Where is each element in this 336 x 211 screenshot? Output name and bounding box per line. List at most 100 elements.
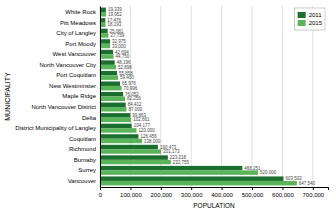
y-tick-label: Richmond bbox=[69, 146, 96, 152]
bar bbox=[100, 75, 118, 79]
data-label: 19,952 bbox=[108, 12, 122, 17]
data-label: 120,000 bbox=[138, 128, 155, 133]
x-tick: 100,000 bbox=[120, 187, 142, 198]
bar bbox=[100, 160, 171, 164]
bar bbox=[100, 128, 136, 132]
grid-line bbox=[312, 6, 313, 187]
y-tick-label: North Vancouver City bbox=[39, 62, 96, 68]
bar bbox=[100, 181, 297, 185]
y-tick-label: Maple Ridge bbox=[62, 93, 96, 99]
bar bbox=[100, 103, 126, 107]
y-tick: City of Langley bbox=[56, 30, 96, 36]
bar bbox=[100, 166, 242, 170]
data-label: 232,755 bbox=[173, 160, 190, 165]
x-tick: 300,000 bbox=[181, 187, 203, 198]
y-tick: Richmond bbox=[69, 146, 96, 152]
y-tick-label: Delta bbox=[82, 115, 97, 121]
x-tick: 600,000 bbox=[272, 187, 294, 198]
y-tick-label: Pitt Meadows bbox=[60, 20, 96, 26]
y-tick: Burnaby bbox=[74, 157, 96, 163]
x-tick: 200,000 bbox=[150, 187, 172, 198]
x-tick: 400,000 bbox=[211, 187, 233, 198]
y-tick: North Vancouver City bbox=[39, 62, 96, 68]
bar bbox=[100, 145, 158, 149]
bar bbox=[100, 29, 108, 33]
x-tick-label: 400,000 bbox=[211, 192, 233, 198]
chart: 0 100,000 200,000 300,000 400,000 500,000 600,… bbox=[0, 0, 336, 211]
y-tick: White Rock bbox=[65, 9, 97, 15]
bar bbox=[100, 155, 168, 159]
x-tick-label: 600,000 bbox=[272, 192, 294, 198]
data-labels: 603,502468,251223,218190,473126,456104,1… bbox=[107, 7, 315, 185]
bar-series bbox=[100, 12, 297, 185]
x-tick-label: 300,000 bbox=[181, 192, 203, 198]
y-tick-label: Burnaby bbox=[74, 157, 96, 163]
x-tick-label: 100,000 bbox=[120, 192, 142, 198]
bar bbox=[100, 176, 283, 180]
bar bbox=[100, 113, 130, 117]
grid-line bbox=[252, 6, 253, 187]
legend-box bbox=[295, 8, 325, 30]
y-tick-label: New Westminster bbox=[49, 83, 96, 89]
data-label: 44,750 bbox=[116, 54, 130, 59]
x-tick-mark bbox=[282, 187, 283, 190]
bar bbox=[100, 65, 116, 69]
x-tick-mark bbox=[222, 187, 223, 190]
plot: 0 100,000 200,000 300,000 400,000 500,000 600,… bbox=[15, 6, 328, 198]
bar bbox=[100, 92, 123, 96]
grid-line bbox=[191, 6, 192, 187]
legend-swatch bbox=[298, 20, 306, 26]
x-tick-label: 0 bbox=[99, 192, 103, 198]
data-label: 87,000 bbox=[128, 107, 142, 112]
y-tick-label: City of Langley bbox=[56, 30, 96, 36]
bar bbox=[100, 124, 132, 128]
y-tick: Surrey bbox=[78, 167, 96, 173]
data-label: 70,996 bbox=[124, 86, 138, 91]
bar-series bbox=[100, 8, 283, 181]
data-label: 138,000 bbox=[144, 139, 161, 144]
bar bbox=[100, 134, 138, 138]
bar bbox=[100, 118, 131, 122]
x-tick-mark bbox=[313, 187, 314, 190]
bar bbox=[100, 54, 114, 58]
y-tick-label: North Vancouver District bbox=[31, 104, 96, 110]
bar bbox=[100, 86, 122, 90]
y-tick-label: Surrey bbox=[78, 167, 96, 173]
x-tick-label: 200,000 bbox=[150, 192, 172, 198]
y-tick: North Vancouver District bbox=[31, 104, 96, 110]
data-label: 82,256 bbox=[127, 96, 141, 101]
x-tick-mark bbox=[130, 187, 131, 190]
data-label: 520,000 bbox=[260, 170, 277, 175]
bar bbox=[100, 107, 126, 111]
bar bbox=[100, 33, 108, 37]
grid-line bbox=[100, 6, 101, 187]
y-tick-label: Port Coquitlam bbox=[56, 72, 96, 78]
y-tick: Maple Ridge bbox=[62, 93, 96, 99]
y-tick: New Westminster bbox=[49, 83, 96, 89]
y-tick-label: Port Moody bbox=[65, 41, 96, 47]
x-axis-title: POPULATION bbox=[193, 202, 235, 209]
x-tick: 0 bbox=[99, 187, 103, 198]
bar bbox=[100, 149, 161, 153]
x-tick-label: 700,000 bbox=[302, 192, 324, 198]
y-axis-title: MUNICIPALITY bbox=[4, 72, 11, 121]
bar bbox=[100, 44, 110, 48]
x-tick: 500,000 bbox=[242, 187, 264, 198]
x-tick-label: 500,000 bbox=[242, 192, 264, 198]
data-label: 647,540 bbox=[299, 181, 316, 186]
data-label: 59,400 bbox=[120, 75, 134, 80]
data-label: 27,759 bbox=[110, 33, 124, 38]
y-tick: Pitt Meadows bbox=[60, 20, 96, 26]
x-tick-mark bbox=[191, 187, 192, 190]
grid-line bbox=[221, 6, 222, 187]
data-label: 33,000 bbox=[112, 44, 126, 49]
bar bbox=[100, 71, 117, 75]
x-tick-mark bbox=[252, 187, 253, 190]
bar bbox=[100, 39, 110, 43]
x-axis: 0 100,000 200,000 300,000 400,000 500,000 600,… bbox=[99, 187, 329, 198]
y-tick: District Municipality of Langley bbox=[15, 125, 96, 131]
bar bbox=[100, 97, 125, 101]
data-label: 102,661 bbox=[133, 117, 150, 122]
y-tick: Vancouver bbox=[68, 178, 96, 184]
legend-label: 2011 bbox=[309, 12, 323, 18]
